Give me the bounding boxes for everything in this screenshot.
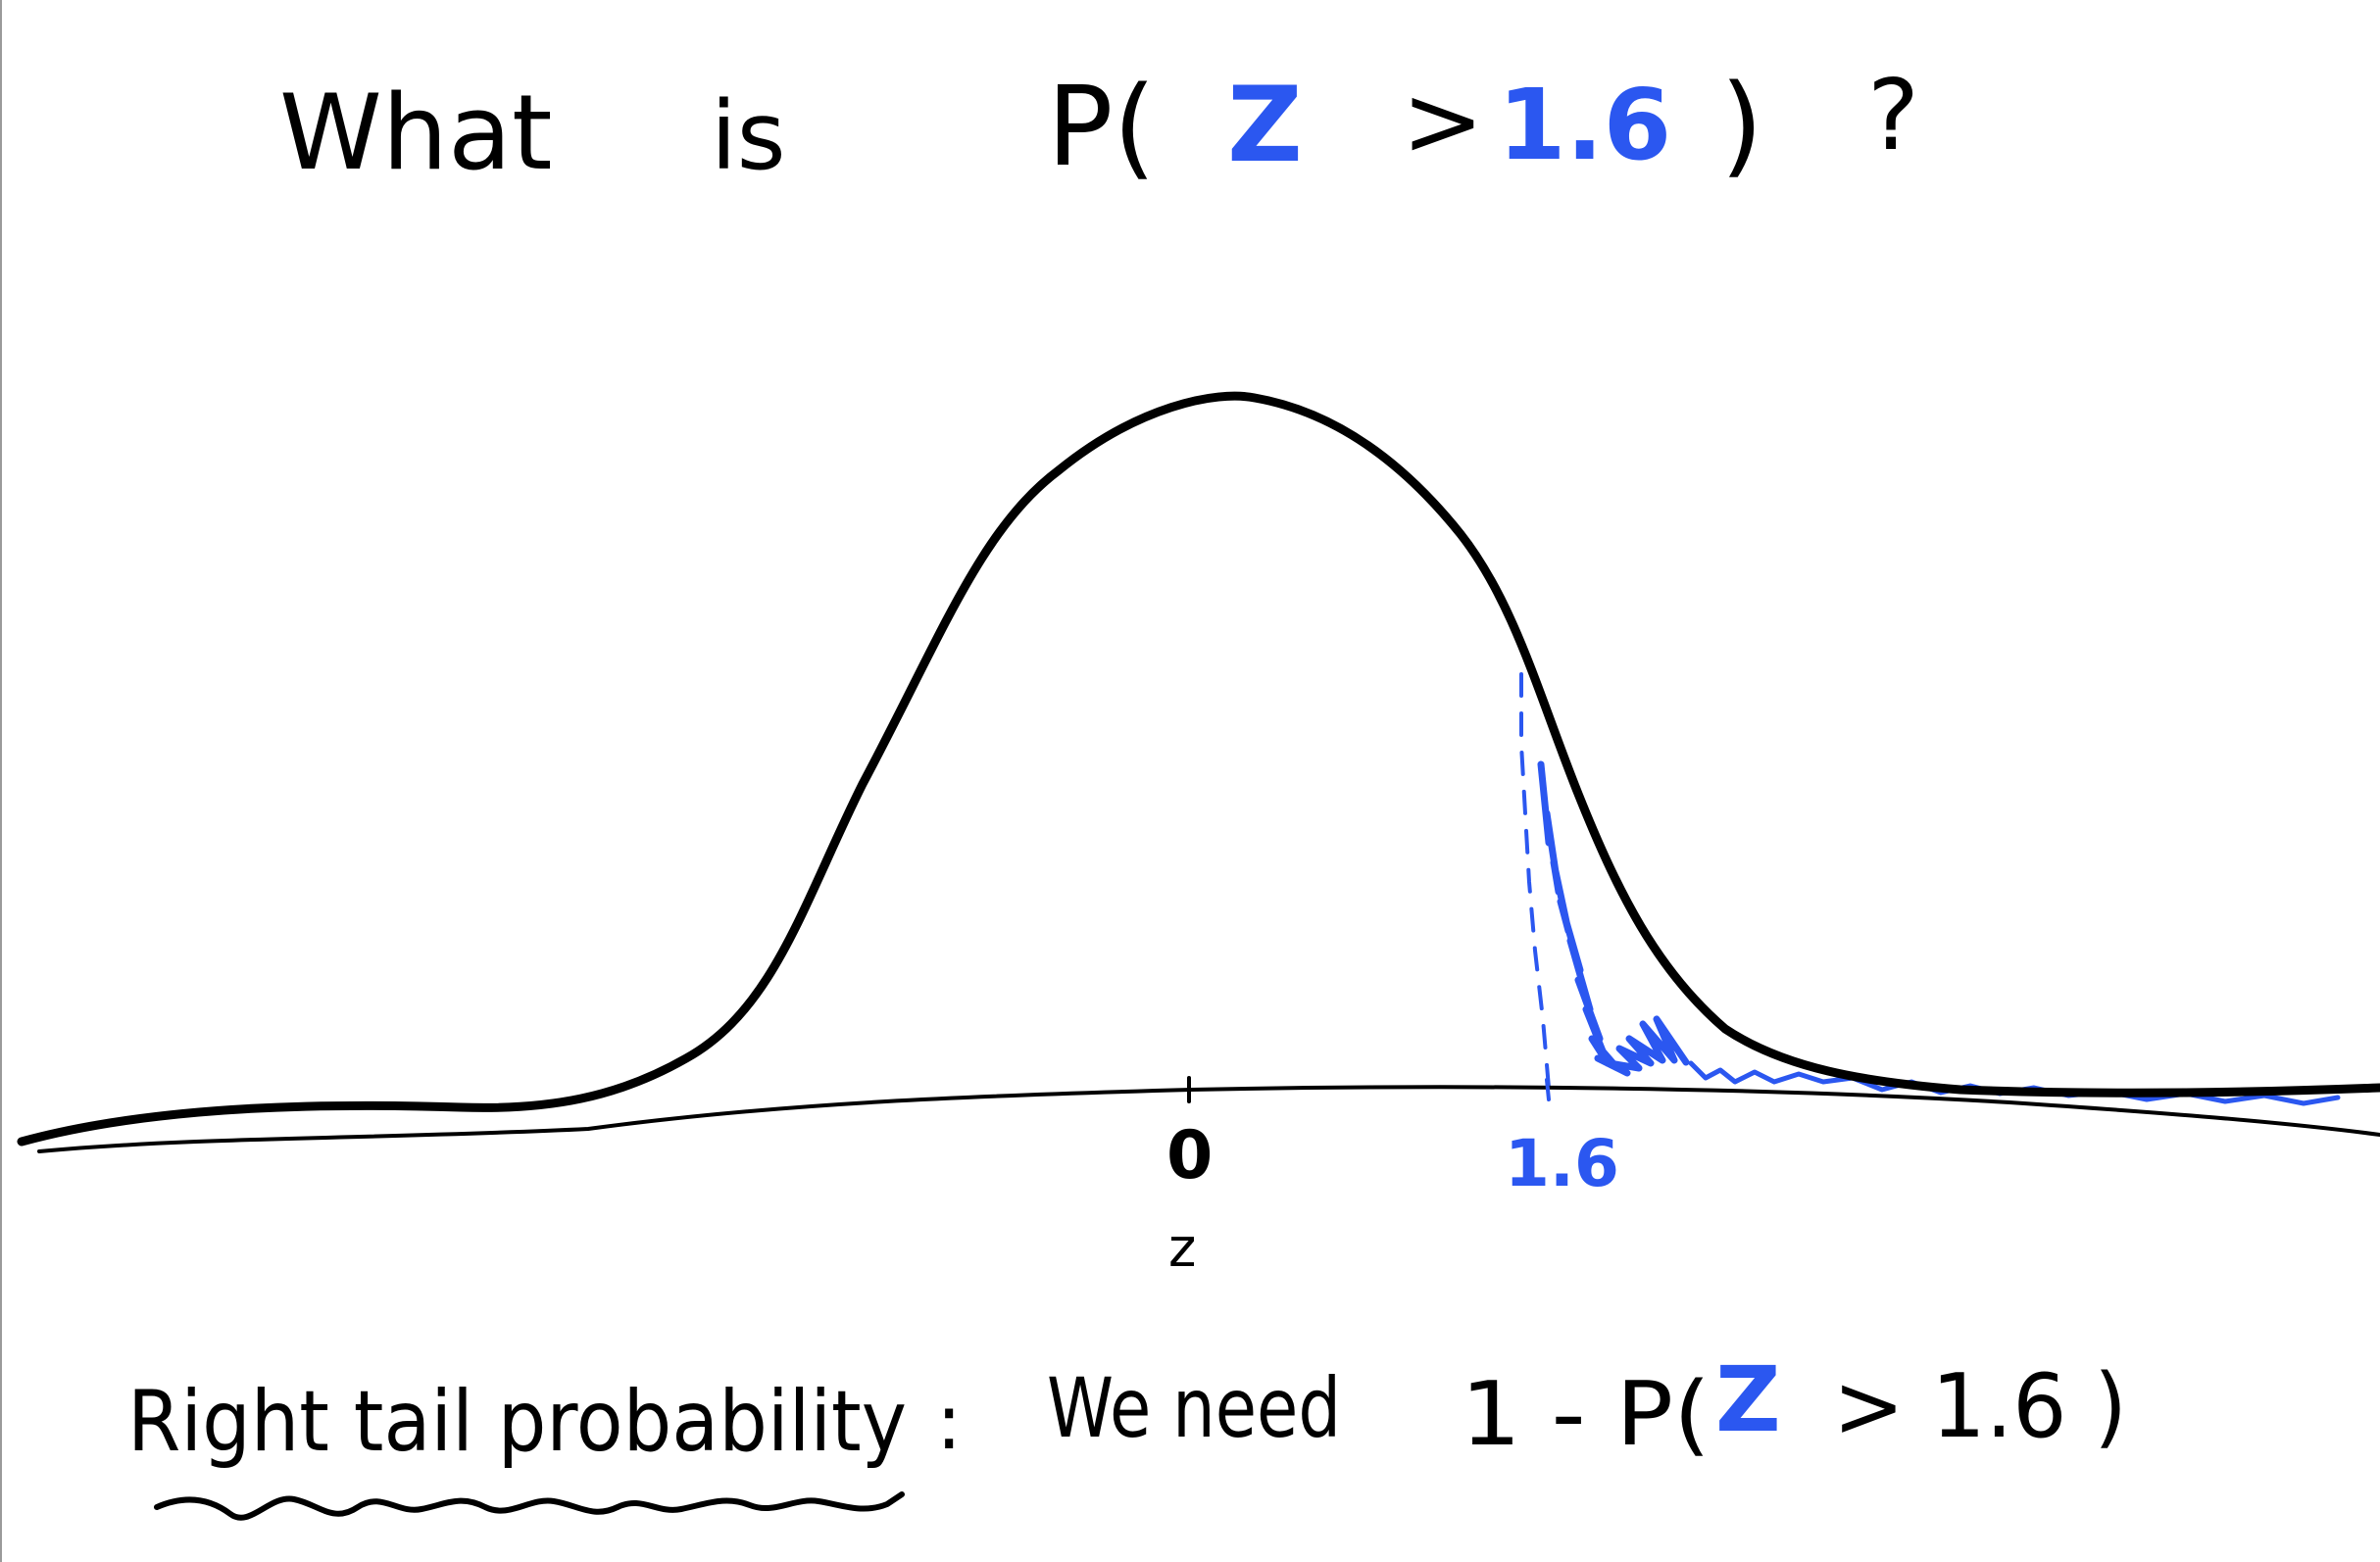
right-tail-shading bbox=[1519, 672, 2341, 1106]
heading-wavy-underline bbox=[154, 1491, 905, 1521]
question-close-paren: ) bbox=[1720, 62, 1763, 189]
formula-start: 1 - P( bbox=[1461, 1363, 1711, 1466]
question-variable-z: Z bbox=[1227, 65, 1303, 185]
tail-hatching-sparse bbox=[1688, 1060, 2341, 1106]
question-line: What is P( Z > 1.6 ) ? bbox=[279, 58, 1919, 193]
tail-hatching-dense bbox=[1537, 760, 1690, 1077]
heading-colon: : bbox=[936, 1379, 962, 1467]
cutoff-dashed-line bbox=[1519, 672, 1551, 1090]
axis-variable-label: z bbox=[1168, 1217, 1196, 1279]
formula-variable-z: Z bbox=[1715, 1347, 1781, 1452]
axis-label-cutoff: 1.6 bbox=[1505, 1126, 1619, 1201]
question-greater-than: > bbox=[1402, 64, 1484, 178]
question-p-open: P( bbox=[1047, 64, 1156, 191]
bell-curve bbox=[17, 391, 2380, 1147]
page-left-border bbox=[0, 0, 2, 1562]
question-word-what: What bbox=[279, 73, 553, 193]
axis-label-zero: 0 bbox=[1166, 1117, 1213, 1195]
bottom-line: Right tail probability : We need 1 - P( … bbox=[127, 1347, 2127, 1471]
question-word-is: is bbox=[711, 81, 786, 191]
right-tail-heading: Right tail probability bbox=[127, 1373, 907, 1471]
formula-rest: > 1.6 ) bbox=[1833, 1355, 2127, 1458]
we-need-text: We need bbox=[1047, 1360, 1341, 1456]
cutoff-tick-mark bbox=[1545, 1078, 1551, 1101]
question-mark: ? bbox=[1867, 58, 1919, 172]
question-value: 1.6 bbox=[1498, 68, 1671, 182]
